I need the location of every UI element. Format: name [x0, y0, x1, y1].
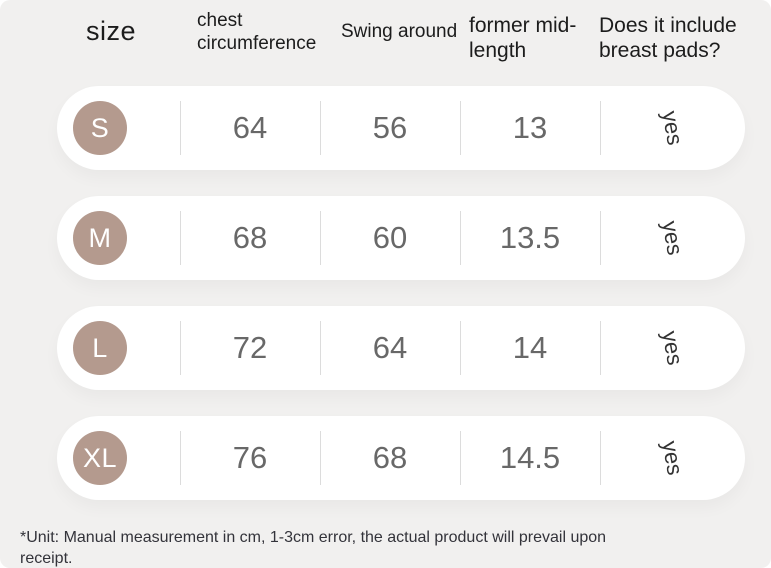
column-divider	[600, 211, 601, 265]
breast-pads-label: yes	[657, 218, 689, 257]
column-divider	[180, 431, 181, 485]
breast-pads-value: yes	[600, 416, 745, 500]
former-mid-length-value: 14.5	[499, 440, 561, 475]
unit-footnote: *Unit: Manual measurement in cm, 1-3cm e…	[20, 529, 607, 567]
chest-circumference-value: 68	[232, 220, 268, 255]
size-badge: XL	[73, 431, 127, 485]
swing-around-value: 60	[372, 220, 408, 255]
column-header-breast-pads: Does it include breast pads?	[599, 14, 737, 62]
chest-circumference-value: 72	[232, 330, 268, 365]
breast-pads-label: yes	[657, 328, 689, 367]
column-divider	[180, 101, 181, 155]
column-header-swing-around: Swing around	[341, 21, 458, 42]
former-mid-length-value: 13.5	[499, 220, 561, 255]
column-header-size: size	[86, 16, 137, 46]
table-row: XL 76 68 14.5 yes	[57, 416, 745, 500]
column-divider	[460, 431, 461, 485]
column-divider	[600, 321, 601, 375]
size-badge: M	[73, 211, 127, 265]
table-row: M 68 60 13.5 yes	[57, 196, 745, 280]
column-divider	[320, 211, 321, 265]
breast-pads-value: yes	[600, 306, 745, 390]
swing-around-value: 56	[372, 110, 408, 145]
column-divider	[180, 321, 181, 375]
column-divider	[600, 431, 601, 485]
chest-circumference-value: 64	[232, 110, 268, 145]
breast-pads-value: yes	[600, 86, 745, 170]
column-divider	[180, 211, 181, 265]
breast-pads-label: yes	[657, 108, 689, 147]
column-divider	[320, 321, 321, 375]
column-divider	[600, 101, 601, 155]
swing-around-value: 68	[372, 440, 408, 475]
column-divider	[320, 431, 321, 485]
table-row: L 72 64 14 yes	[57, 306, 745, 390]
swing-around-value: 64	[372, 330, 408, 365]
former-mid-length-value: 14	[512, 330, 548, 365]
breast-pads-value: yes	[600, 196, 745, 280]
column-header-chest-circumference: chest circumference	[197, 10, 317, 54]
former-mid-length-value: 13	[512, 110, 548, 145]
column-divider	[460, 211, 461, 265]
column-divider	[460, 101, 461, 155]
size-badge: L	[73, 321, 127, 375]
column-header-former-mid-length: former mid-length	[469, 14, 577, 62]
chest-circumference-value: 76	[232, 440, 268, 475]
column-divider	[460, 321, 461, 375]
breast-pads-label: yes	[657, 438, 689, 477]
column-divider	[320, 101, 321, 155]
table-row: S 64 56 13 yes	[57, 86, 745, 170]
size-badge: S	[73, 101, 127, 155]
